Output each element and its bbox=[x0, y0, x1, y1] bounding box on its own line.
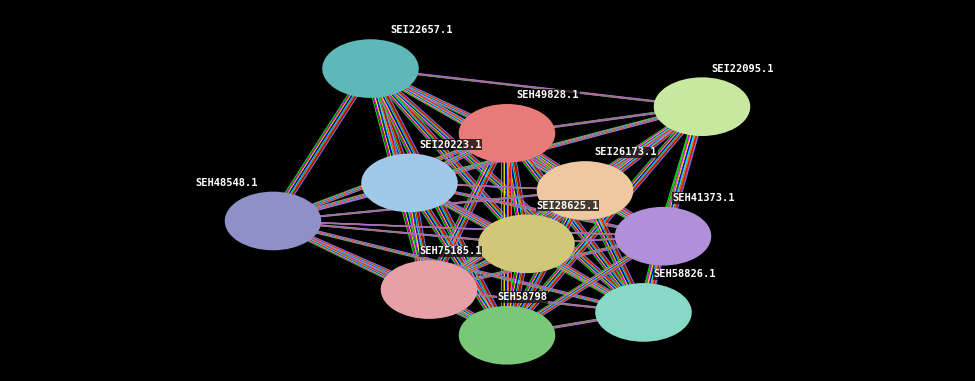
Text: SEI22095.1: SEI22095.1 bbox=[712, 64, 774, 74]
Text: SEI28625.1: SEI28625.1 bbox=[536, 201, 599, 211]
Text: SEH75185.1: SEH75185.1 bbox=[419, 247, 482, 256]
Text: SEH58826.1: SEH58826.1 bbox=[653, 269, 716, 279]
Text: SEH48548.1: SEH48548.1 bbox=[195, 178, 257, 188]
Ellipse shape bbox=[224, 192, 322, 250]
Text: SEI26173.1: SEI26173.1 bbox=[595, 147, 657, 157]
Ellipse shape bbox=[536, 161, 634, 220]
Ellipse shape bbox=[380, 260, 478, 319]
Ellipse shape bbox=[458, 306, 556, 365]
Ellipse shape bbox=[595, 283, 692, 342]
Text: SEH49828.1: SEH49828.1 bbox=[517, 90, 579, 100]
Text: SEI22657.1: SEI22657.1 bbox=[390, 26, 452, 35]
Ellipse shape bbox=[614, 207, 712, 266]
Ellipse shape bbox=[322, 39, 419, 98]
Text: SEH41373.1: SEH41373.1 bbox=[673, 193, 735, 203]
Ellipse shape bbox=[653, 77, 751, 136]
Text: SEI20223.1: SEI20223.1 bbox=[419, 140, 482, 150]
Text: SEH58798: SEH58798 bbox=[497, 292, 547, 302]
Ellipse shape bbox=[361, 154, 458, 212]
Ellipse shape bbox=[478, 215, 575, 273]
Ellipse shape bbox=[458, 104, 556, 163]
